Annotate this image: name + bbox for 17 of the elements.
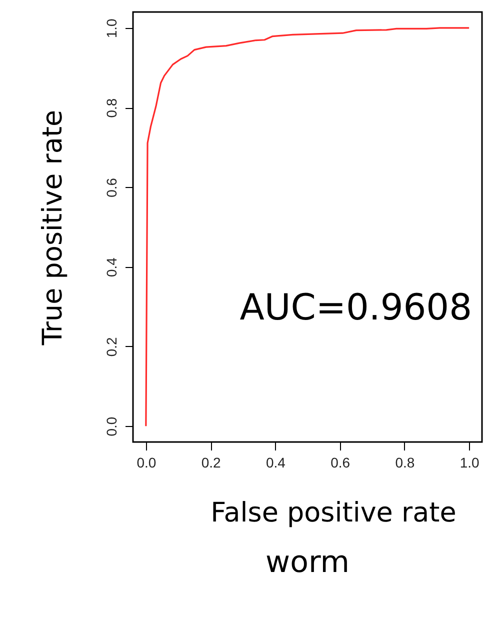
y-tick-label: 1.0 bbox=[104, 18, 120, 38]
x-tick-label: 0.4 bbox=[266, 454, 286, 470]
x-tick-label: 0.0 bbox=[136, 454, 156, 470]
text: worm bbox=[266, 545, 350, 580]
y-axis-title: True positive rate bbox=[38, 110, 68, 346]
line-series bbox=[145, 27, 470, 427]
x-tick-label: 0.8 bbox=[395, 454, 415, 470]
y-tick-label: 0.4 bbox=[104, 257, 120, 278]
x-tick-label: 1.0 bbox=[460, 454, 480, 470]
x-tick-label: 0.2 bbox=[201, 454, 221, 470]
x-axis-title: False positive rate bbox=[210, 498, 456, 528]
y-tick-label: 0.8 bbox=[104, 98, 120, 118]
annotation: AUC=0.9608 bbox=[240, 288, 472, 329]
y-tick-label: 0.0 bbox=[104, 416, 120, 436]
y-tick-label: 0.2 bbox=[104, 337, 120, 357]
y-tick-label: 0.6 bbox=[104, 178, 120, 198]
x-tick-label: 0.6 bbox=[330, 454, 350, 470]
